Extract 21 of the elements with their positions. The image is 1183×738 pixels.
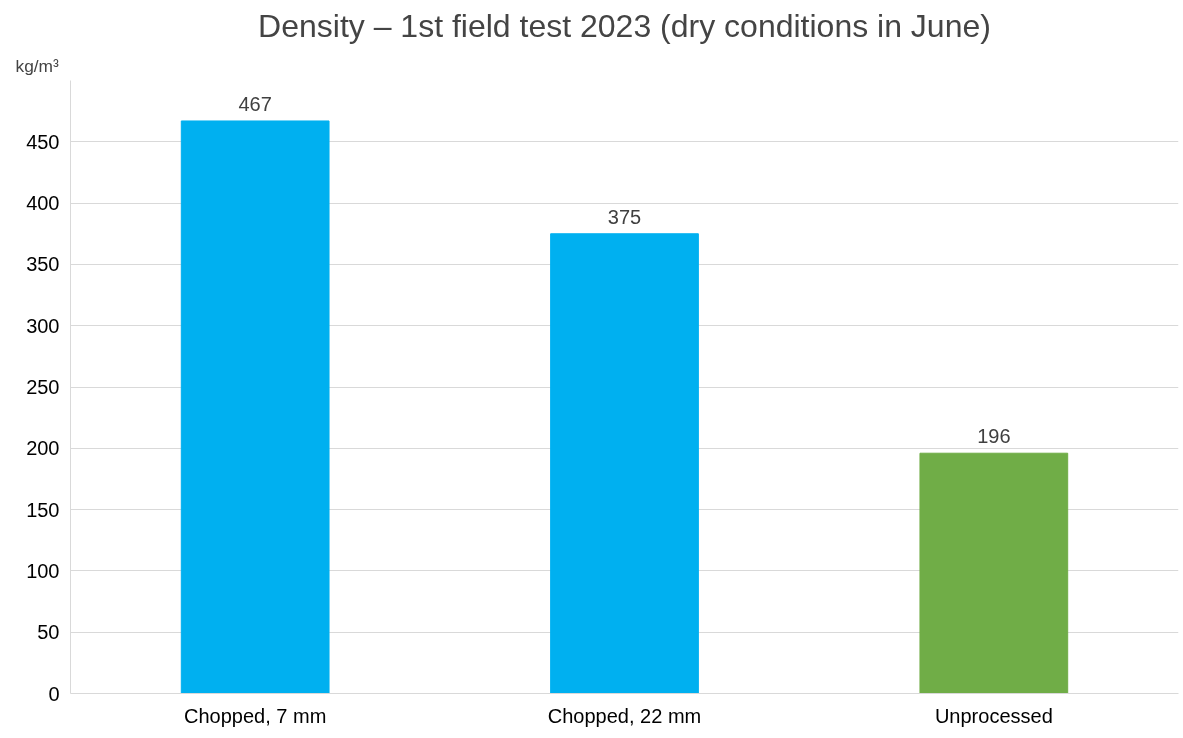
bar <box>919 452 1069 694</box>
y-tick-label: 300 <box>26 314 60 337</box>
data-label: 375 <box>607 205 642 228</box>
bar <box>180 120 330 694</box>
x-tick-label: Unprocessed <box>934 704 1053 727</box>
data-label: 196 <box>977 425 1011 448</box>
y-tick-label: 200 <box>26 437 60 460</box>
y-tick-label: 50 <box>37 621 60 644</box>
y-tick-label: 250 <box>26 376 60 398</box>
bar <box>550 233 699 694</box>
chart-title: Density – 1st field test 2023 (dry conditions in June) <box>258 7 991 44</box>
x-tick-label: Chopped, 7 mm <box>184 704 327 727</box>
y-tick-label: 150 <box>26 498 60 521</box>
y-tick-label: 400 <box>26 192 60 215</box>
data-label: 467 <box>238 92 272 115</box>
y-tick-label: 0 <box>48 682 60 705</box>
y-tick-label: 450 <box>26 130 60 153</box>
y-tick-label: 350 <box>26 253 60 276</box>
y-tick-label: 100 <box>26 559 60 582</box>
y-axis-title: kg/m³ <box>15 55 60 76</box>
x-tick-label: Chopped, 22 mm <box>547 704 702 727</box>
